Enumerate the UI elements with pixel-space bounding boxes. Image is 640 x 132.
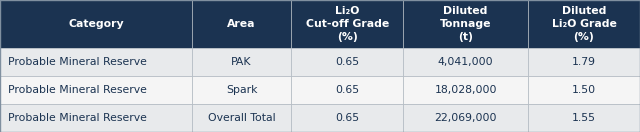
Bar <box>0 76 192 104</box>
Text: PAK: PAK <box>231 57 252 67</box>
Text: 0.65: 0.65 <box>335 85 359 95</box>
Text: 1.55: 1.55 <box>572 113 596 123</box>
Text: 22,069,000: 22,069,000 <box>435 113 497 123</box>
Bar <box>528 104 640 132</box>
Bar <box>528 48 640 76</box>
Text: Li₂O
Cut-off Grade
(%): Li₂O Cut-off Grade (%) <box>305 6 389 42</box>
Text: 0.65: 0.65 <box>335 113 359 123</box>
Bar <box>291 48 403 76</box>
Bar <box>291 104 403 132</box>
Bar <box>528 76 640 104</box>
Text: Probable Mineral Reserve: Probable Mineral Reserve <box>8 57 147 67</box>
Text: 1.79: 1.79 <box>572 57 596 67</box>
Text: 0.65: 0.65 <box>335 57 359 67</box>
Bar <box>0 48 192 76</box>
Bar <box>291 76 403 104</box>
Bar <box>192 76 291 104</box>
Bar <box>403 48 528 76</box>
Bar <box>403 0 528 48</box>
Bar <box>528 0 640 48</box>
Text: 1.50: 1.50 <box>572 85 596 95</box>
Bar <box>403 76 528 104</box>
Text: Probable Mineral Reserve: Probable Mineral Reserve <box>8 113 147 123</box>
Text: Diluted
Li₂O Grade
(%): Diluted Li₂O Grade (%) <box>552 6 616 42</box>
Text: 4,041,000: 4,041,000 <box>438 57 493 67</box>
Text: Diluted
Tonnage
(t): Diluted Tonnage (t) <box>440 6 492 42</box>
Bar <box>291 0 403 48</box>
Bar <box>192 104 291 132</box>
Bar <box>403 104 528 132</box>
Bar <box>0 104 192 132</box>
Bar <box>0 0 192 48</box>
Bar <box>192 0 291 48</box>
Text: Spark: Spark <box>226 85 257 95</box>
Text: 18,028,000: 18,028,000 <box>435 85 497 95</box>
Text: Area: Area <box>227 19 256 29</box>
Text: Probable Mineral Reserve: Probable Mineral Reserve <box>8 85 147 95</box>
Text: Overall Total: Overall Total <box>208 113 275 123</box>
Text: Category: Category <box>68 19 124 29</box>
Bar <box>192 48 291 76</box>
